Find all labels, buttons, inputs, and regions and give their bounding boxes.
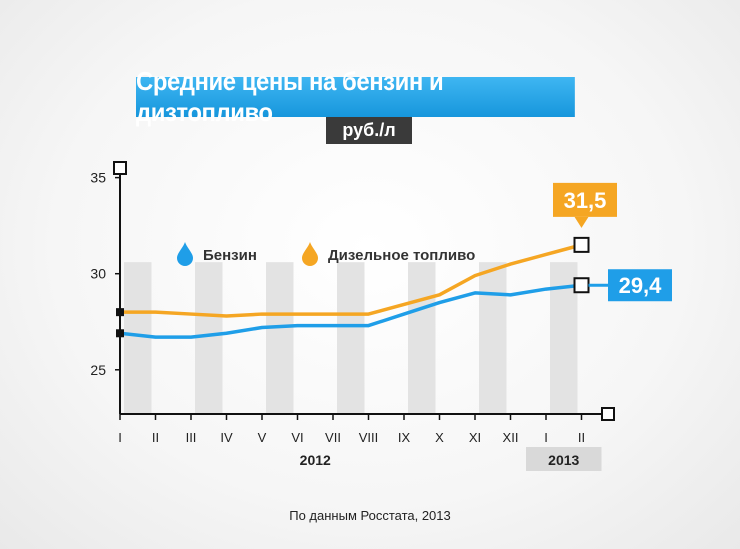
x-tick-label: III xyxy=(186,430,197,445)
callout-box-petrol xyxy=(608,269,672,302)
month-band xyxy=(266,262,294,414)
y-tick-label: 30 xyxy=(90,266,106,282)
callout-value-diesel: 31,5 xyxy=(564,188,607,213)
series-end-marker xyxy=(573,277,590,294)
year-label: 2012 xyxy=(300,452,331,468)
x-tick-label: I xyxy=(118,430,122,445)
legend-drop-icon-petrol xyxy=(177,242,193,266)
callout-value-petrol: 29,4 xyxy=(619,273,663,298)
x-tick-label: XII xyxy=(503,430,519,445)
y-tick-label: 25 xyxy=(90,362,106,378)
x-tick-label: II xyxy=(152,430,159,445)
year-label: 2013 xyxy=(548,452,579,468)
x-tick-label: V xyxy=(258,430,267,445)
y-axis-end-marker xyxy=(113,161,127,175)
x-tick-label: II xyxy=(578,430,585,445)
month-band xyxy=(479,262,507,414)
y-tick-label: 35 xyxy=(90,170,106,186)
legend-label-petrol: Бензин xyxy=(203,247,257,264)
x-tick-label: IV xyxy=(220,430,233,445)
series-line-0 xyxy=(118,283,584,339)
chart-title-text: Средние цены на бензин и дизтопливо xyxy=(136,66,444,127)
legend-label-diesel: Дизельное топливо xyxy=(328,247,475,264)
year-highlight xyxy=(526,447,602,471)
month-band xyxy=(124,262,152,414)
month-band xyxy=(408,262,436,414)
series-line-1 xyxy=(118,243,584,318)
month-band xyxy=(195,262,223,414)
x-tick-label: X xyxy=(435,430,444,445)
series-start-marker xyxy=(116,308,124,317)
x-axis-end-marker xyxy=(601,407,615,421)
source-note: По данным Росстата, 2013 xyxy=(289,508,451,523)
callout-pointer-diesel xyxy=(574,216,589,228)
month-band xyxy=(337,262,365,414)
series-end-marker xyxy=(573,236,590,253)
x-tick-label: XI xyxy=(469,430,481,445)
x-tick-label: VII xyxy=(325,430,341,445)
unit-label: руб./л xyxy=(326,117,412,144)
x-tick-label: IX xyxy=(398,430,411,445)
x-tick-label: I xyxy=(544,430,548,445)
series-start-marker xyxy=(116,329,124,338)
callout-box-diesel xyxy=(553,182,617,217)
chart-title: Средние цены на бензин и дизтопливо xyxy=(136,66,575,127)
x-tick-label: VIII xyxy=(359,430,379,445)
legend-drop-icon-diesel xyxy=(302,242,318,266)
x-tick-label: VI xyxy=(291,430,303,445)
